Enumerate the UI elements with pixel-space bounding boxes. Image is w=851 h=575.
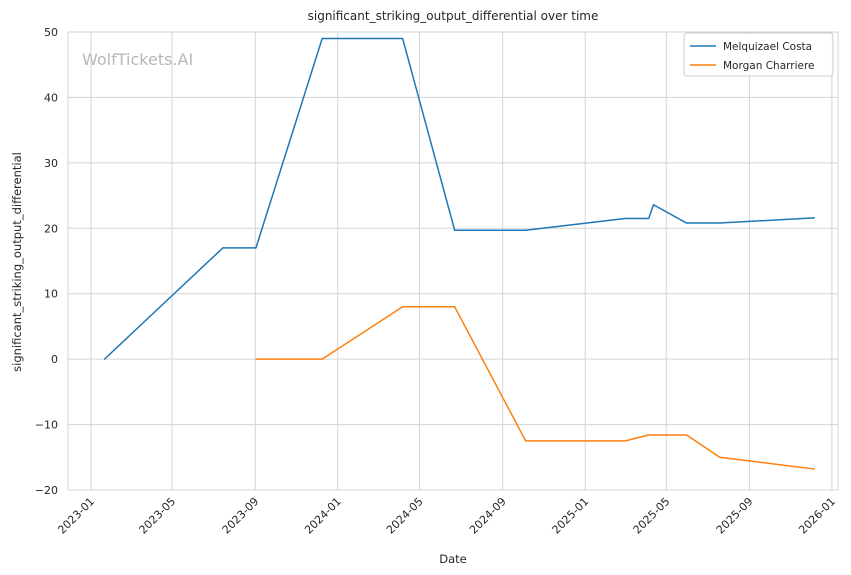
legend: Melquizael Costa Morgan Charriere (683, 32, 834, 77)
y-tick-label: −10 (35, 419, 58, 432)
y-tick-label: 10 (44, 288, 58, 301)
series-line-1 (103, 37, 816, 360)
y-tick-label: 30 (44, 157, 58, 170)
grid (68, 31, 838, 491)
y-tick-label: −20 (35, 484, 58, 497)
y-tick-label: 50 (44, 26, 58, 39)
y-tick-label: 20 (44, 222, 58, 235)
legend-box (683, 32, 834, 77)
watermark: WolfTickets.AI (82, 50, 193, 69)
chart-title: significant_striking_output_differential… (308, 9, 599, 23)
legend-label: Melquizael Costa (723, 41, 812, 53)
series-lines (103, 37, 816, 470)
plot-frame (67, 31, 839, 491)
y-tick-label: 0 (51, 353, 58, 366)
y-axis-title: significant_striking_output_differential (10, 152, 24, 372)
legend-label: Morgan Charriere (723, 60, 815, 72)
y-tick-label: 40 (44, 91, 58, 104)
series-line-2 (255, 306, 816, 470)
x-axis-title: Date (439, 552, 467, 566)
